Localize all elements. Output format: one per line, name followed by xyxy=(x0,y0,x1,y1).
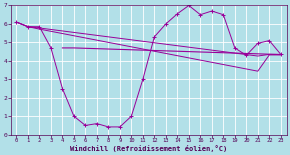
X-axis label: Windchill (Refroidissement éolien,°C): Windchill (Refroidissement éolien,°C) xyxy=(70,144,227,152)
